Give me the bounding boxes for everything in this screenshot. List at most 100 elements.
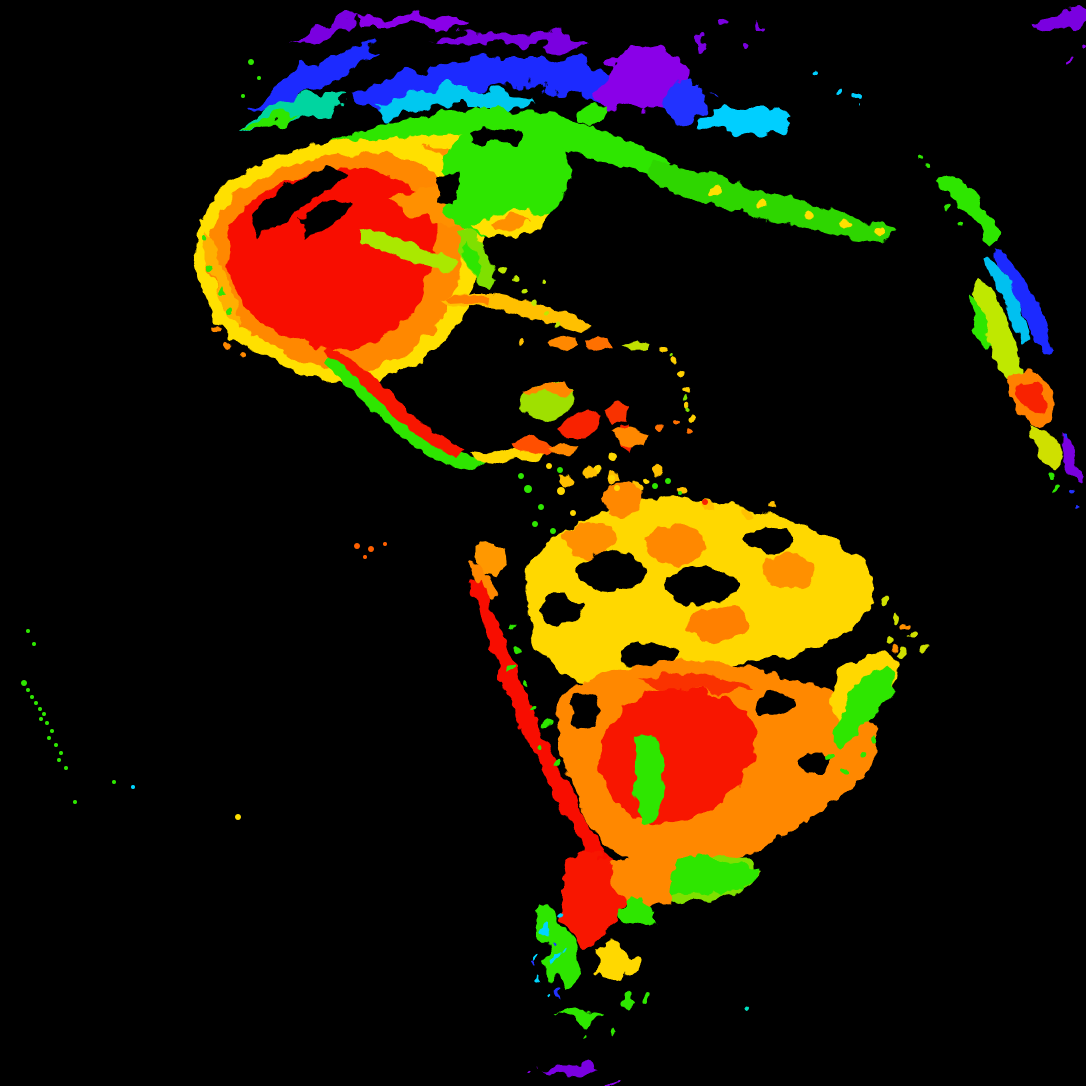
brazil-green-fringe — [832, 664, 897, 748]
puertorico-dash — [622, 341, 649, 350]
cyan-streaks-main — [372, 88, 540, 116]
africa-green-arc-dots — [918, 156, 961, 229]
blue-patch-ne — [660, 84, 712, 120]
black-hole-lakes — [470, 128, 520, 144]
cuba-orange-core — [444, 295, 490, 305]
layer-caribbean — [323, 266, 694, 483]
colombia-yellow-dots — [546, 463, 620, 516]
violet-specks-ne — [696, 15, 762, 51]
galapagos-dots — [354, 542, 387, 559]
east-tip-orange-dots — [890, 621, 908, 651]
hispaniola-west — [548, 336, 578, 350]
gulf-coast-yellowgreen — [360, 228, 458, 272]
layer-north-america-warm — [194, 116, 590, 384]
hispaniola-east — [586, 336, 612, 351]
venezuela-orange-tail — [612, 427, 648, 447]
amazon-orange-a — [564, 522, 616, 558]
africa-violet-edge — [1057, 429, 1081, 485]
layer-africa-limb — [918, 156, 1081, 507]
green-wedge-tip — [240, 112, 300, 130]
green-dashes-se-coast — [827, 736, 880, 774]
africa-blue-limb — [996, 249, 1053, 354]
violet-streak-nw — [288, 18, 360, 46]
east-green-north-ext — [510, 116, 590, 152]
baja-strip — [202, 232, 240, 324]
layer-north-cold-band — [238, 10, 1086, 136]
jamaica-dot — [518, 339, 524, 345]
africa-cyan-band — [983, 253, 1033, 345]
centam-orange-knot — [512, 435, 557, 457]
venezuela-east-dots — [656, 418, 693, 435]
peru-orange-blob — [476, 542, 506, 576]
violet-corner-dots — [1065, 44, 1084, 65]
patagonia-cyan-dots — [535, 916, 569, 995]
black-streak-prairie — [250, 166, 348, 238]
green-arm-east — [648, 160, 896, 244]
brazil-red-streak-n — [640, 672, 750, 694]
amazon-hole-c — [538, 596, 582, 624]
yucatan-orange-edge — [524, 383, 574, 398]
antilles-green-dots — [669, 353, 690, 412]
africa-red-core — [1017, 381, 1044, 415]
northwest-green-dots — [241, 59, 261, 98]
layer-patagonia — [526, 849, 757, 1083]
nw-orange-patch — [603, 481, 644, 517]
amazon-orange-d — [688, 606, 748, 642]
antilles-arc-dots — [660, 346, 694, 421]
southwest-green-speck-line — [21, 629, 116, 804]
southwest-yellow-dot — [235, 814, 241, 820]
east-tip-dashes — [879, 595, 926, 657]
baja-green-edge — [201, 237, 234, 317]
amazon-orange-c — [762, 552, 814, 588]
centam-yellow-tail — [468, 446, 546, 464]
black-hole-lakes2 — [436, 170, 462, 206]
venezuela-red-a — [556, 409, 600, 439]
florida-green-core — [464, 240, 482, 280]
africa-green-left-edge — [971, 292, 989, 352]
blue-band-nw — [250, 44, 380, 110]
falkland-cyan-dot — [743, 1003, 751, 1011]
yellow-dashes-arm — [709, 186, 882, 238]
argentina-red-core — [563, 849, 623, 951]
violet-band-top-mid — [430, 30, 592, 52]
black-streak-prairie2 — [300, 200, 352, 238]
guyana-red-dash — [702, 499, 708, 505]
south-violet-streak — [537, 1065, 601, 1079]
layer-scattered-specks — [21, 59, 708, 820]
venezuela-red-b — [604, 401, 628, 425]
cyan-blob-ne — [700, 102, 792, 136]
patagonia-blue-dots — [533, 942, 561, 999]
argentina-orange-east — [609, 851, 681, 911]
africa-green-tail-dots — [1047, 473, 1059, 493]
orange-dash-se — [492, 214, 528, 230]
venezuela-yellow-dots — [594, 453, 651, 483]
argentina-green-patch — [619, 901, 659, 929]
centam-orange-dash — [548, 442, 578, 456]
layer-south-america — [468, 466, 926, 903]
amazon-orange-b — [646, 525, 706, 565]
east-green-mass — [442, 122, 572, 236]
brazil-hole-c — [572, 694, 600, 730]
andes-east-green-band — [634, 733, 664, 828]
colombia-green-dots — [518, 467, 682, 534]
south-violet-dots — [526, 1068, 613, 1083]
tierradelfuego-green-dots — [583, 997, 650, 1034]
amazon-hole-b — [662, 567, 738, 603]
amazon-hole-a — [578, 552, 646, 592]
bahamas-dashes — [500, 266, 560, 329]
argentina-green-arm — [673, 856, 757, 893]
africa-blue-edge-dots — [1061, 430, 1080, 507]
centam-red-band — [323, 347, 465, 457]
africa-green-arc — [937, 173, 1002, 247]
amazon-hole-d — [746, 528, 794, 552]
africa-greenyellow-mass — [976, 280, 1021, 385]
west-coast-orange-dots — [212, 326, 247, 359]
andes-green-specks — [506, 622, 560, 763]
amazon-hole-e — [622, 643, 678, 667]
violet-streak-n — [360, 13, 470, 32]
southwest-cyan-dot — [131, 785, 135, 789]
brazil-hole-a — [755, 693, 795, 717]
violet-corner-ne — [1038, 10, 1086, 32]
